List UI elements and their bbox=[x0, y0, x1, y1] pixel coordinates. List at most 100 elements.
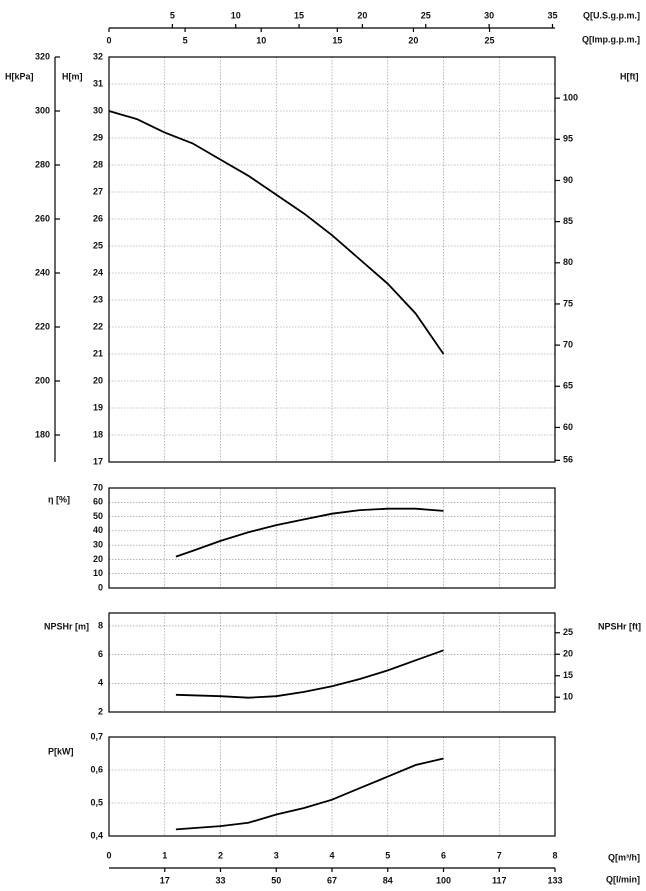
x2-tick-label: 10 bbox=[231, 10, 241, 20]
y2-tick-label: 60 bbox=[563, 422, 573, 432]
x-tick-label: 4 bbox=[329, 850, 334, 860]
x2-tick-label: 84 bbox=[383, 875, 393, 885]
y-tick-label: 21 bbox=[93, 348, 103, 358]
y-tick-label: 26 bbox=[93, 213, 103, 223]
y2-axis-title: NPSHr [ft] bbox=[598, 621, 641, 631]
y-axis-title: NPSHr [m] bbox=[44, 621, 89, 631]
y-tick-label: 32 bbox=[93, 51, 103, 61]
x3-tick-label: 5 bbox=[183, 35, 188, 45]
y2-tick-label: 25 bbox=[563, 627, 573, 637]
y-tick-label: 60 bbox=[93, 497, 103, 507]
x-tick-label: 5 bbox=[385, 850, 390, 860]
y-tick-label: 18 bbox=[93, 429, 103, 439]
x2-tick-label: 15 bbox=[294, 10, 304, 20]
x-tick-label: 3 bbox=[274, 850, 279, 860]
x-tick-label: 7 bbox=[497, 850, 502, 860]
y-tick-label: 4 bbox=[98, 678, 103, 688]
y2-tick-label: 15 bbox=[563, 670, 573, 680]
y-tick-label: 27 bbox=[93, 186, 103, 196]
y3-tick-label: 280 bbox=[35, 159, 50, 169]
y-tick-label: 0,5 bbox=[90, 797, 103, 807]
plot-frame bbox=[108, 612, 556, 713]
y-tick-label: 8 bbox=[98, 620, 103, 630]
y2-tick-label: 95 bbox=[563, 134, 573, 144]
x-axis-title: Q[m³/h] bbox=[608, 852, 640, 862]
x2-tick-label: 67 bbox=[327, 875, 337, 885]
y2-tick-label: 85 bbox=[563, 216, 573, 226]
x2-tick-label: 35 bbox=[547, 10, 557, 20]
x2-tick-label: 5 bbox=[170, 10, 175, 20]
y-tick-label: 23 bbox=[93, 294, 103, 304]
curve bbox=[175, 507, 444, 558]
curve bbox=[175, 649, 444, 699]
y-tick-label: 25 bbox=[93, 240, 103, 250]
y-tick-label: 19 bbox=[93, 402, 103, 412]
x3-tick-label: 15 bbox=[332, 35, 342, 45]
x3-axis-title: Q[Imp.g.p.m.] bbox=[582, 34, 640, 44]
x-tick-label: 2 bbox=[218, 850, 223, 860]
y-tick-label: 30 bbox=[93, 540, 103, 550]
y-tick-label: 24 bbox=[93, 267, 103, 277]
curve bbox=[108, 110, 445, 355]
x2-tick-label: 25 bbox=[421, 10, 431, 20]
y3-tick-label: 260 bbox=[35, 213, 50, 223]
x3-tick-label: 0 bbox=[106, 35, 111, 45]
y-tick-label: 50 bbox=[93, 511, 103, 521]
y-tick-label: 29 bbox=[93, 132, 103, 142]
y-axis-title: η [%] bbox=[48, 494, 70, 504]
y2-tick-label: 56 bbox=[563, 455, 573, 465]
x2-tick-label: 133 bbox=[547, 875, 562, 885]
y-tick-label: 10 bbox=[93, 568, 103, 578]
x2-tick-label: 100 bbox=[436, 875, 451, 885]
y3-tick-label: 180 bbox=[35, 429, 50, 439]
x3-tick-label: 25 bbox=[485, 35, 495, 45]
x2-tick-label: 33 bbox=[215, 875, 225, 885]
y-tick-label: 0,6 bbox=[90, 764, 103, 774]
y3-tick-label: 300 bbox=[35, 105, 50, 115]
y-tick-label: 70 bbox=[93, 482, 103, 492]
y2-tick-label: 75 bbox=[563, 298, 573, 308]
y2-axis-title: H[ft] bbox=[620, 71, 639, 81]
x2-tick-label: 20 bbox=[357, 10, 367, 20]
y-tick-label: 28 bbox=[93, 159, 103, 169]
y2-tick-label: 80 bbox=[563, 257, 573, 267]
plot-frame bbox=[108, 56, 556, 463]
x-tick-label: 0 bbox=[106, 850, 111, 860]
y2-tick-label: 20 bbox=[563, 649, 573, 659]
y-tick-label: 0,4 bbox=[90, 830, 103, 840]
y-tick-label: 20 bbox=[93, 375, 103, 385]
y-tick-label: 22 bbox=[93, 321, 103, 331]
x3-tick-label: 10 bbox=[256, 35, 266, 45]
y3-tick-label: 240 bbox=[35, 267, 50, 277]
y2-tick-label: 70 bbox=[563, 339, 573, 349]
y3-tick-label: 320 bbox=[35, 51, 50, 61]
x3-tick-label: 20 bbox=[408, 35, 418, 45]
y3-tick-label: 200 bbox=[35, 375, 50, 385]
y3-axis-title: H[kPa] bbox=[5, 71, 34, 81]
y-axis-title: H[m] bbox=[62, 71, 83, 81]
x2-tick-label: 117 bbox=[492, 875, 507, 885]
y-tick-label: 20 bbox=[93, 554, 103, 564]
y2-tick-label: 65 bbox=[563, 381, 573, 391]
y-tick-label: 0 bbox=[98, 582, 103, 592]
x2-tick-label: 50 bbox=[271, 875, 281, 885]
y-tick-label: 31 bbox=[93, 78, 103, 88]
plot-frame bbox=[108, 736, 556, 837]
y2-tick-label: 90 bbox=[563, 175, 573, 185]
y-axis-title: P[kW] bbox=[48, 746, 74, 756]
x-tick-label: 1 bbox=[162, 850, 167, 860]
y3-tick-label: 220 bbox=[35, 321, 50, 331]
x-tick-label: 8 bbox=[552, 850, 557, 860]
y-tick-label: 6 bbox=[98, 649, 103, 659]
x2-axis-title: Q[l/min] bbox=[606, 874, 640, 884]
y-tick-label: 40 bbox=[93, 525, 103, 535]
x2-axis-title: Q[U.S.g.p.m.] bbox=[583, 10, 640, 20]
x2-tick-label: 30 bbox=[484, 10, 494, 20]
y-tick-label: 2 bbox=[98, 706, 103, 716]
plot-frame bbox=[108, 487, 556, 589]
y-tick-label: 30 bbox=[93, 105, 103, 115]
y2-tick-label: 100 bbox=[563, 93, 578, 103]
y2-tick-label: 10 bbox=[563, 692, 573, 702]
y-tick-label: 0,7 bbox=[90, 731, 103, 741]
